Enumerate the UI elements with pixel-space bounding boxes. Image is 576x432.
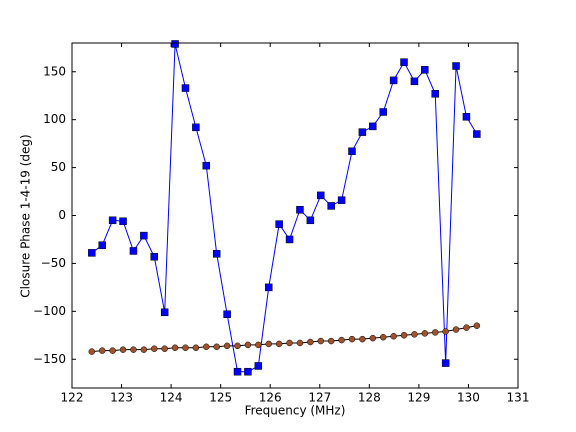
x-tick-label: 125 [209, 391, 232, 405]
marker [411, 331, 418, 338]
marker [338, 336, 345, 344]
y-tick-label: 150 [43, 64, 66, 78]
marker [244, 341, 252, 349]
marker [369, 334, 377, 342]
marker [88, 348, 96, 355]
marker [161, 345, 168, 352]
marker [119, 346, 127, 353]
marker [213, 343, 220, 351]
y-tick-label: −150 [33, 352, 66, 366]
y-tick-label: 50 [51, 160, 66, 174]
marker [441, 359, 450, 367]
marker [327, 337, 335, 345]
marker [182, 344, 189, 351]
marker [109, 347, 116, 354]
marker [452, 62, 460, 70]
x-tick-label: 126 [259, 391, 282, 405]
marker [192, 123, 200, 132]
marker [119, 217, 127, 225]
marker [129, 247, 138, 255]
marker [379, 108, 387, 116]
marker [254, 362, 263, 370]
marker [150, 252, 159, 261]
marker [389, 76, 398, 85]
marker [192, 344, 200, 351]
marker [203, 343, 210, 351]
marker [400, 58, 408, 66]
marker [348, 335, 356, 343]
marker [223, 342, 231, 350]
marker [317, 191, 325, 200]
marker [265, 340, 272, 348]
marker [421, 330, 429, 337]
y-tick-label: −50 [41, 256, 66, 270]
marker [234, 342, 241, 350]
marker [98, 241, 106, 249]
marker [212, 250, 221, 258]
marker [431, 329, 439, 336]
marker [390, 333, 397, 340]
marker [264, 283, 273, 292]
plot-frame [71, 42, 519, 389]
marker [410, 77, 419, 86]
y-tick-label: 100 [43, 112, 66, 126]
marker [421, 66, 429, 74]
marker [275, 220, 283, 228]
x-axis-label: Frequency (MHz) [245, 404, 346, 418]
y-axis-label: Closure Phase 1-4-19 (deg) [19, 134, 33, 297]
marker [88, 249, 96, 257]
marker [233, 367, 242, 376]
marker [286, 339, 293, 347]
y-tick-label: −100 [33, 304, 66, 318]
x-tick-label: 128 [358, 391, 381, 405]
marker [317, 337, 325, 345]
marker [307, 338, 314, 346]
marker [379, 333, 387, 341]
marker [431, 90, 439, 98]
marker [255, 341, 262, 349]
marker [473, 130, 481, 138]
x-tick-label: 123 [110, 391, 133, 405]
marker [275, 340, 283, 348]
marker [223, 310, 231, 318]
marker [160, 308, 169, 317]
marker [358, 128, 367, 136]
marker [296, 339, 304, 347]
marker [442, 328, 449, 335]
marker [473, 322, 481, 329]
marker [359, 335, 366, 343]
marker [108, 216, 117, 225]
marker [171, 40, 179, 48]
marker [98, 347, 106, 354]
x-tick-label: 130 [457, 391, 480, 405]
marker [140, 346, 148, 353]
y-tick-label: 0 [58, 208, 66, 222]
marker [369, 122, 377, 131]
x-tick-label: 127 [308, 391, 331, 405]
marker [244, 367, 252, 376]
marker [452, 326, 460, 333]
x-tick-label: 124 [160, 391, 183, 405]
marker [462, 113, 471, 121]
marker [130, 346, 137, 353]
marker [140, 231, 148, 240]
marker [337, 196, 346, 204]
marker [463, 324, 470, 331]
x-tick-label: 129 [407, 391, 430, 405]
marker [202, 161, 211, 170]
x-tick-label: 131 [507, 391, 530, 405]
marker [171, 344, 179, 351]
marker [306, 216, 315, 225]
marker [181, 84, 190, 92]
marker [151, 345, 158, 352]
marker [285, 235, 294, 244]
marker [348, 147, 356, 156]
x-tick-label: 122 [61, 391, 84, 405]
marker [296, 206, 304, 214]
marker [327, 202, 335, 210]
marker [400, 332, 408, 339]
